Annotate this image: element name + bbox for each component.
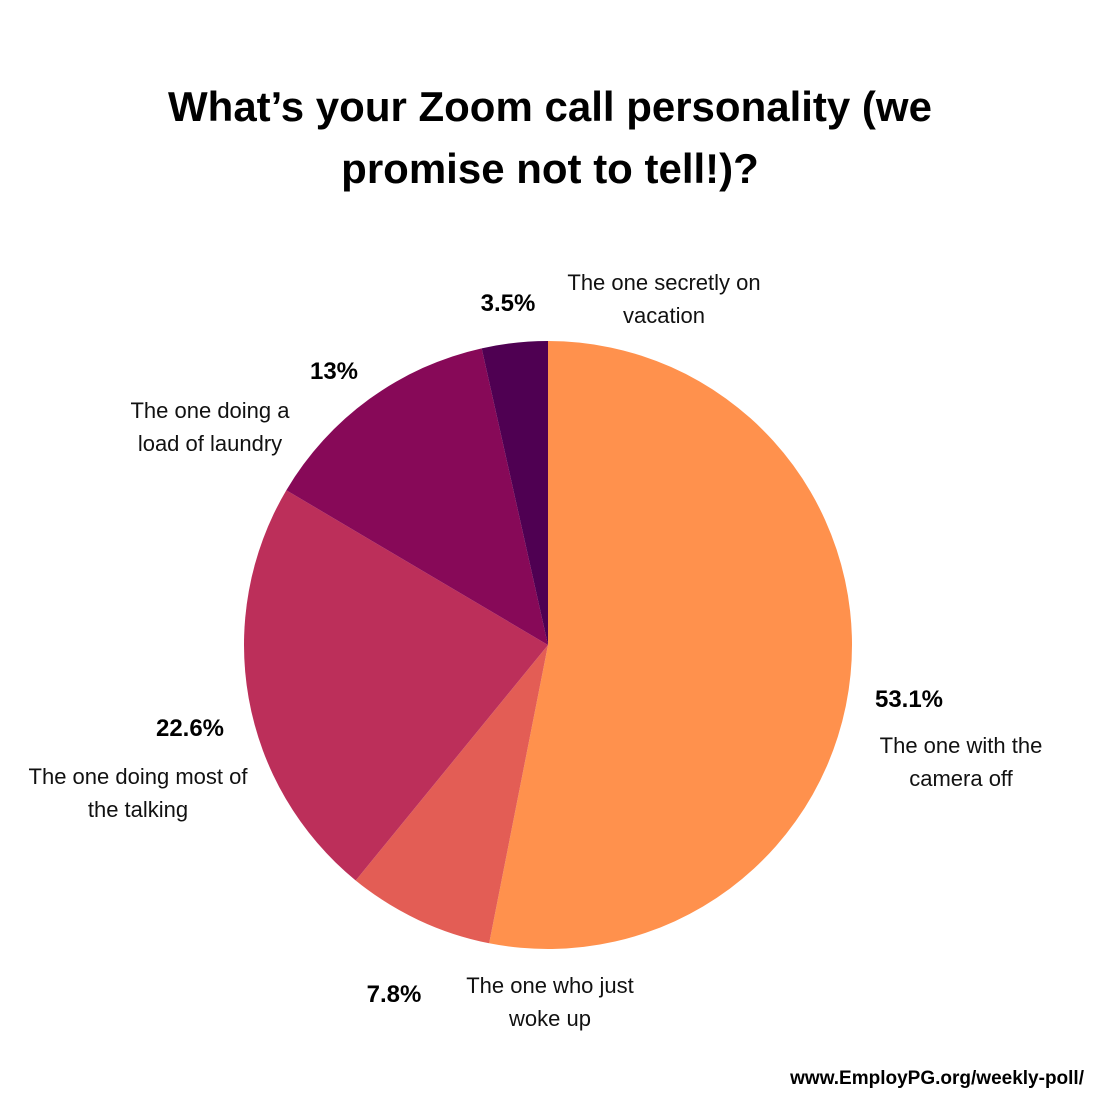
- data-label: 3.5%: [480, 290, 536, 317]
- data-label: 22.6%: [155, 715, 225, 742]
- pie-slice: [286, 348, 548, 645]
- source-url: www.EmployPG.org/weekly-poll/: [790, 1068, 1084, 1089]
- pie-slice: [481, 341, 548, 645]
- slice-label: The one secretly on vacation: [567, 270, 761, 328]
- pie-slice: [355, 645, 548, 944]
- pie-slice: [243, 490, 548, 881]
- slice-label: The one doing a load of laundry: [130, 398, 290, 456]
- pie-slice: [489, 341, 853, 950]
- slice-label: The one who just woke up: [466, 973, 634, 1031]
- chart-title: What’s your Zoom call personality (we pr…: [168, 83, 932, 192]
- slice-label: The one doing most of the talking: [28, 764, 248, 822]
- data-label: 7.8%: [366, 981, 422, 1008]
- data-label: 53.1%: [874, 686, 944, 713]
- data-label: 13%: [309, 358, 359, 385]
- slice-label: The one with the camera off: [879, 733, 1043, 791]
